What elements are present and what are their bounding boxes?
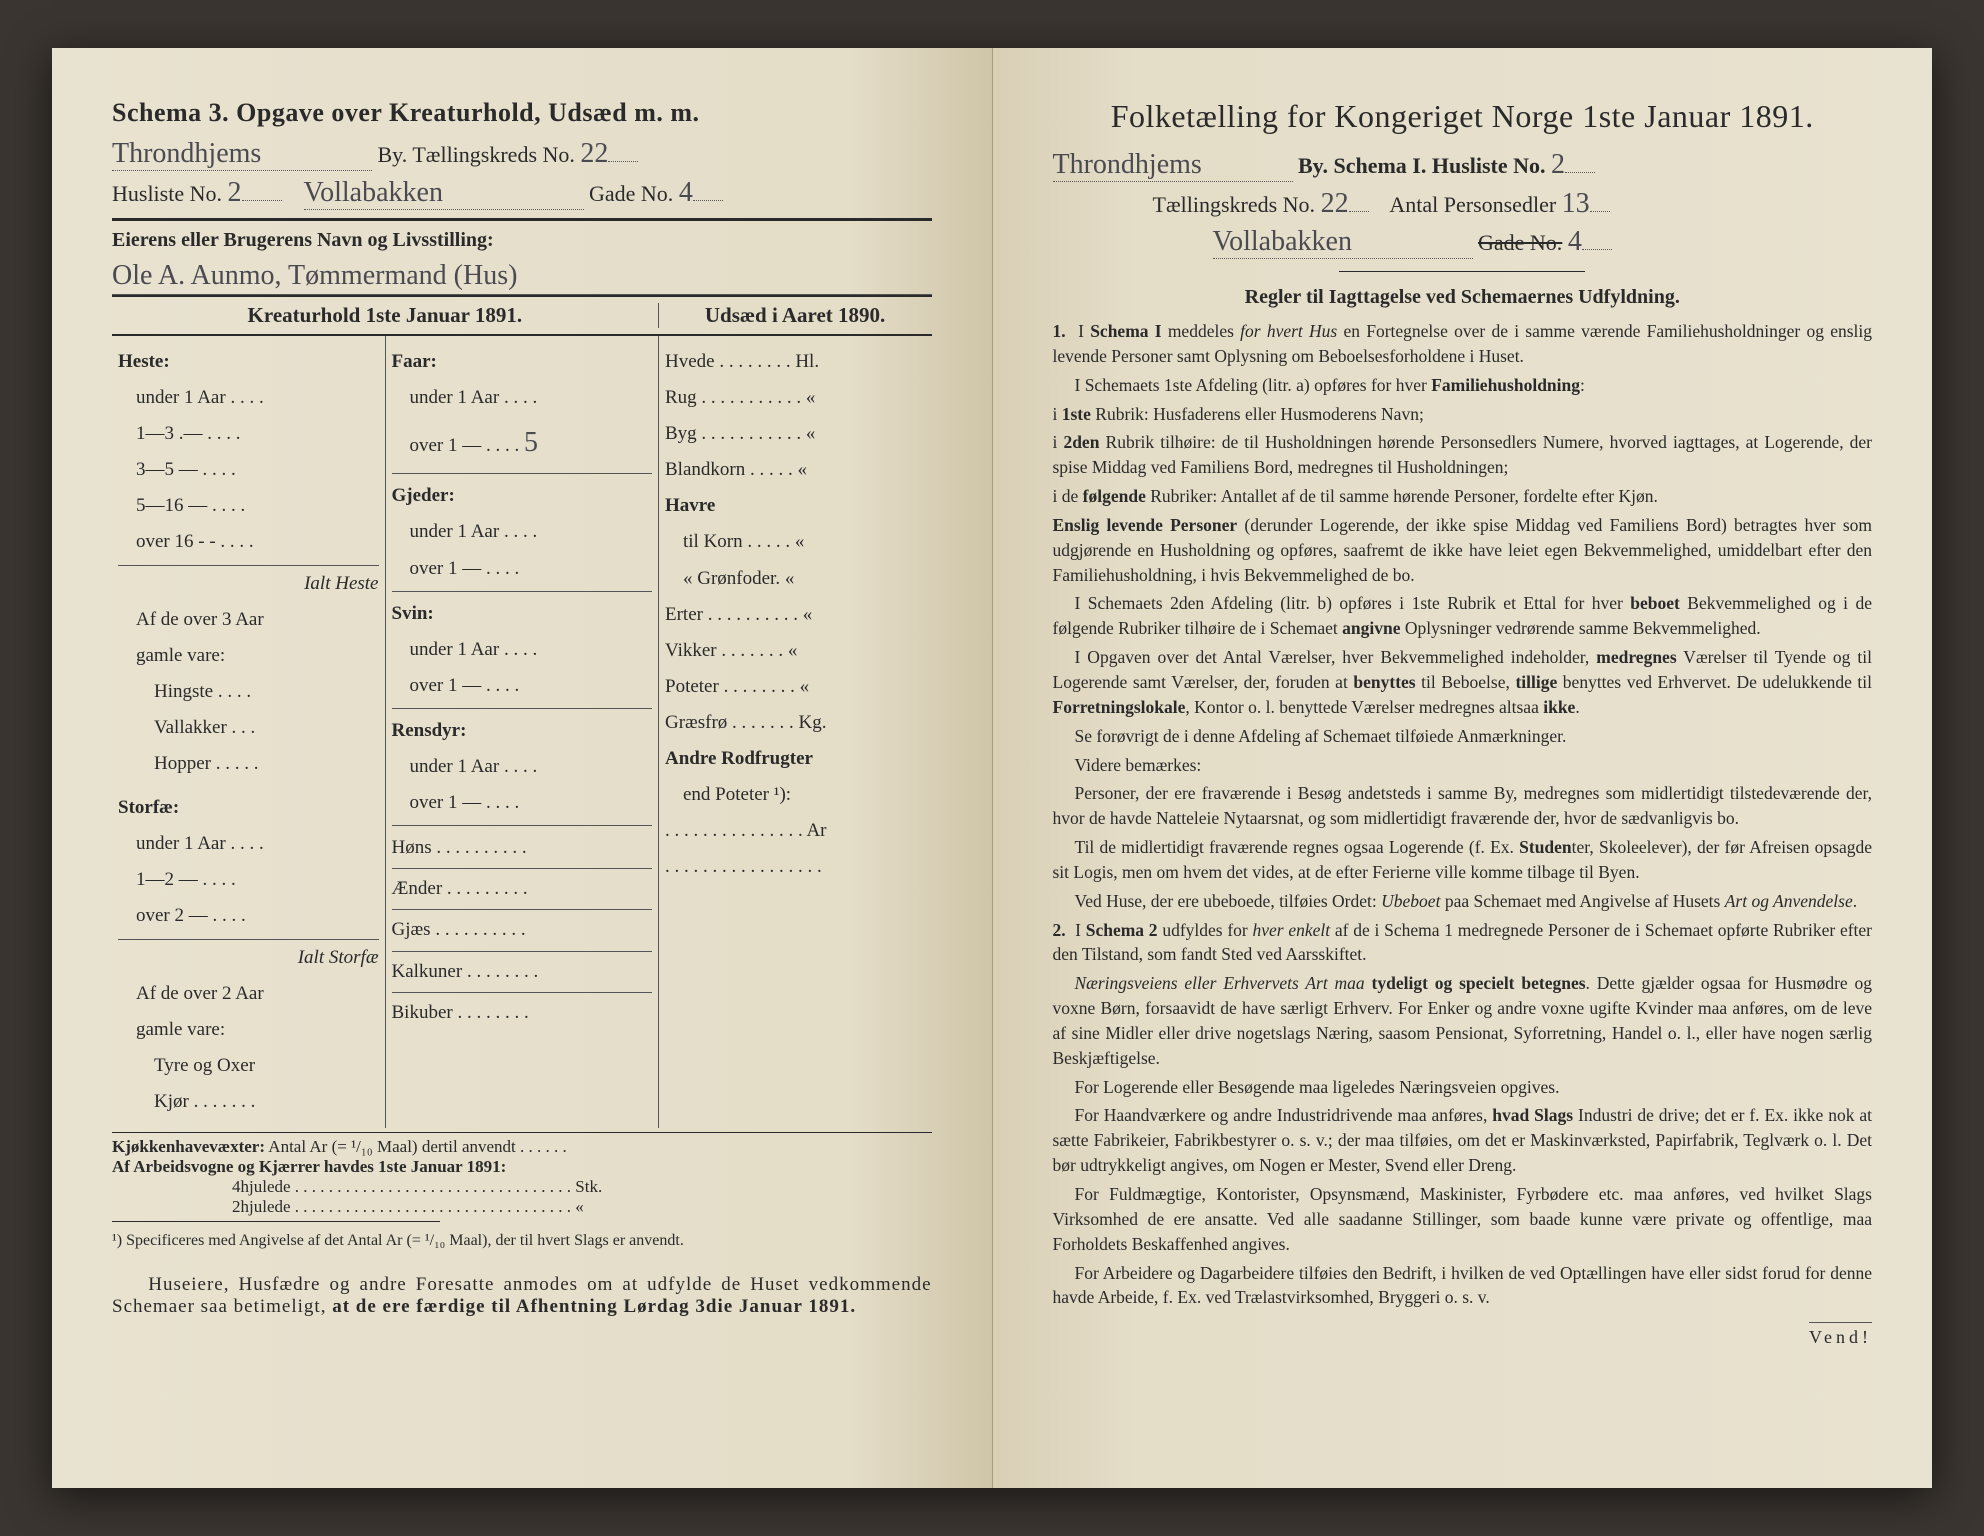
storfae-row: under 1 Aar . . . .: [118, 826, 379, 862]
seed-row: Græsfrø . . . . . . . Kg.: [665, 705, 926, 741]
fourwheel-row: 4hjulede . . . . . . . . . . . . . . . .…: [112, 1177, 932, 1197]
right-gade-no: 4: [1568, 226, 1582, 257]
poultry-row: Ænder . . . . . . . . .: [392, 871, 653, 907]
ialt-storfae: Ialt Storfæ: [118, 939, 379, 976]
right-gade-label: Gade No.: [1478, 230, 1562, 255]
gade-label: Gade No.: [589, 181, 673, 206]
right-page: Folketælling for Kongeriget Norge 1ste J…: [993, 48, 1933, 1488]
svin-title: Svin:: [392, 596, 653, 632]
gjeder-title: Gjeder:: [392, 478, 653, 514]
left-page: Schema 3. Opgave over Kreaturhold, Udsæd…: [52, 48, 993, 1488]
vend-label: Vend!: [1809, 1322, 1872, 1348]
heste-row: 3—5 — . . . .: [118, 452, 379, 488]
faar-value: 5: [524, 427, 538, 458]
heste-sub: Vallakker . . .: [118, 710, 379, 746]
seed-row: Andre Rodfrugter: [665, 741, 926, 777]
col-header-1: Kreaturhold 1ste Januar 1891.: [112, 303, 658, 328]
right-street-row: Vollabakken Gade No. 4: [1053, 226, 1873, 259]
storfae-over2: Af de over 2 Aar: [118, 976, 379, 1012]
right-city-hw: Throndhjems: [1053, 149, 1293, 182]
seed-row: end Poteter ¹):: [665, 777, 926, 813]
rules-title: Regler til Iagttagelse ved Schemaernes U…: [1053, 286, 1873, 309]
right-city-row: Throndhjems By. Schema I. Husliste No. 2: [1053, 149, 1873, 182]
gade-no: 4: [679, 177, 693, 208]
seed-row: Erter . . . . . . . . . . «: [665, 597, 926, 633]
rensdyr-row: under 1 Aar . . . .: [392, 749, 653, 785]
city-label: By. Tællingskreds No.: [378, 142, 575, 167]
seed-row: . . . . . . . . . . . . . . . . .: [665, 849, 926, 885]
census-title: Folketælling for Kongeriget Norge 1ste J…: [1053, 98, 1873, 135]
heste-over3: Af de over 3 Aar: [118, 602, 379, 638]
right-antal-no: 13: [1562, 188, 1590, 219]
street-handwritten: Vollabakken: [304, 177, 584, 210]
twowheel-row: 2hjulede . . . . . . . . . . . . . . . .…: [112, 1197, 932, 1217]
poultry-row: Bikuber . . . . . . . .: [392, 995, 653, 1031]
storfae-row: over 2 — . . . .: [118, 898, 379, 934]
right-by-label: By. Schema I. Husliste No.: [1298, 153, 1546, 178]
city-row: Throndhjems By. Tællingskreds No. 22: [112, 138, 932, 171]
heste-sub: Hingste . . . .: [118, 674, 379, 710]
faar-title: Faar:: [392, 344, 653, 380]
storfae-gamle: gamle vare:: [118, 1012, 379, 1048]
kjokken-row: Kjøkkenhavevæxter: Kjøkkenhavevæxter: An…: [112, 1137, 932, 1157]
poultry-row: Høns . . . . . . . . . .: [392, 830, 653, 866]
heste-row: under 1 Aar . . . .: [118, 380, 379, 416]
poultry-row: Kalkuner . . . . . . . .: [392, 954, 653, 990]
gjeder-row: under 1 Aar . . . .: [392, 514, 653, 550]
gjeder-row: over 1 — . . . .: [392, 551, 653, 587]
right-kreds-no: 22: [1321, 188, 1349, 219]
seed-row: Blandkorn . . . . . «: [665, 452, 926, 488]
column-headers: Kreaturhold 1ste Januar 1891. Udsæd i Aa…: [112, 295, 932, 336]
heste-sub: Hopper . . . . .: [118, 746, 379, 782]
seed-row: « Grønfoder. «: [665, 561, 926, 597]
husliste-row: Husliste No. 2 Vollabakken Gade No. 4: [112, 177, 932, 210]
seed-row: Hvede . . . . . . . . Hl.: [665, 344, 926, 380]
poultry-row: Gjæs . . . . . . . . . .: [392, 912, 653, 948]
seed-row: Byg . . . . . . . . . . . «: [665, 416, 926, 452]
rensdyr-row: over 1 — . . . .: [392, 785, 653, 821]
storfae-sub: Kjør . . . . . . .: [118, 1084, 379, 1120]
storfae-row: 1—2 — . . . .: [118, 862, 379, 898]
rules-body: 1. I Schema I meddeles for hvert Hus en …: [1053, 319, 1873, 1310]
heste-title: Heste:: [118, 344, 379, 380]
right-kreds-row: Tællingskreds No. 22 Antal Personsedler …: [1053, 188, 1873, 220]
owner-label: Eierens eller Brugerens Navn og Livsstil…: [112, 229, 932, 252]
right-antal-label: Antal Personsedler: [1389, 192, 1556, 217]
storfae-title: Storfæ:: [118, 790, 379, 826]
rensdyr-title: Rensdyr:: [392, 713, 653, 749]
owner-handwritten: Ole A. Aunmo, Tømmermand (Hus): [112, 260, 932, 295]
book-spread: Schema 3. Opgave over Kreaturhold, Udsæd…: [52, 48, 1932, 1488]
seed-row: Vikker . . . . . . . «: [665, 633, 926, 669]
arbeids-label: Af Arbeidsvogne og Kjærrer havdes 1ste J…: [112, 1157, 932, 1177]
right-husliste-no: 2: [1551, 149, 1565, 180]
faar-row: under 1 Aar . . . .: [392, 380, 653, 416]
seed-row: Poteter . . . . . . . . «: [665, 669, 926, 705]
faar-row: over 1 — . . . . 5: [392, 416, 653, 469]
seed-row: Havre: [665, 488, 926, 524]
seed-row: Rug . . . . . . . . . . . «: [665, 380, 926, 416]
closing-text: Huseiere, Husfædre og andre Foresatte an…: [112, 1274, 932, 1318]
right-kreds-label: Tællingskreds No.: [1153, 192, 1316, 217]
ialt-heste: Ialt Heste: [118, 565, 379, 602]
footnote: ¹) Specificeres med Angivelse af det Ant…: [112, 1232, 932, 1250]
storfae-sub: Tyre og Oxer: [118, 1048, 379, 1084]
right-street-hw: Vollabakken: [1213, 226, 1473, 259]
schema3-title: Schema 3. Opgave over Kreaturhold, Udsæd…: [112, 98, 932, 128]
husliste-no: 2: [228, 177, 242, 208]
svin-row: over 1 — . . . .: [392, 668, 653, 704]
seed-row: . . . . . . . . . . . . . . . Ar: [665, 813, 926, 849]
col-header-2: Udsæd i Aaret 1890.: [658, 303, 932, 328]
schema3-body: Heste: under 1 Aar . . . . 1—3 .— . . . …: [112, 336, 932, 1128]
heste-row: 5—16 — . . . .: [118, 488, 379, 524]
heste-row: 1—3 .— . . . .: [118, 416, 379, 452]
heste-gamle: gamle vare:: [118, 638, 379, 674]
husliste-label: Husliste No.: [112, 181, 222, 206]
city-handwritten: Throndhjems: [112, 138, 372, 171]
svin-row: under 1 Aar . . . .: [392, 632, 653, 668]
seed-row: til Korn . . . . . «: [665, 524, 926, 560]
heste-row: over 16 - - . . . .: [118, 524, 379, 560]
kreds-no: 22: [580, 138, 608, 169]
